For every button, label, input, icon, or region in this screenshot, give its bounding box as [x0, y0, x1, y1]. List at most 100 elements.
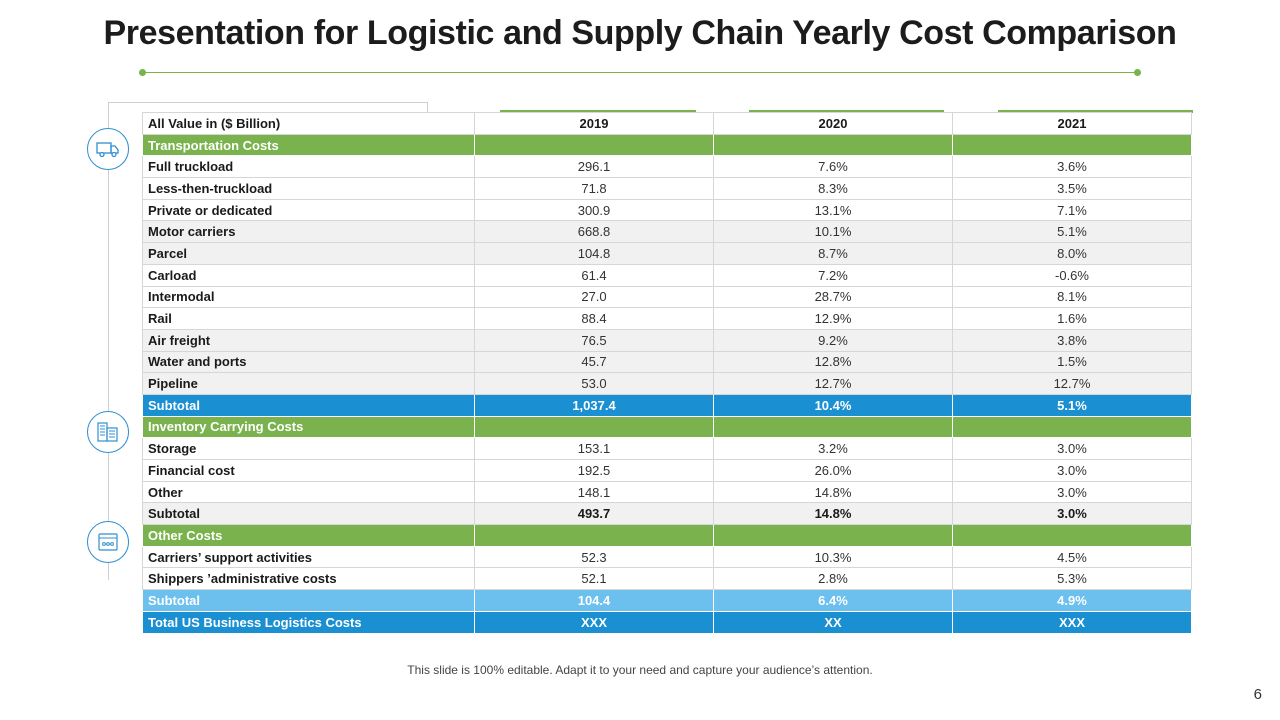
value-2021: -0.6%	[952, 263, 1192, 287]
divider-dot-left	[139, 69, 146, 76]
table-row: Shippers ’administrative costs 52.1 2.8% 5.…	[142, 567, 1192, 591]
value-2021: 8.0%	[952, 242, 1192, 265]
table-row: Carriers’ support activities 52.3 10.3% 4.5…	[142, 545, 1192, 569]
row-label: Full truckload	[142, 155, 475, 179]
value-2020: XX	[713, 610, 953, 634]
title-divider	[143, 72, 1138, 73]
header-2021: 2021	[952, 112, 1192, 135]
value-2019: 76.5	[474, 328, 714, 352]
table-row: Water and ports 45.7 12.8% 1.5%	[142, 350, 1192, 374]
value-2021: 8.1%	[952, 285, 1192, 309]
table-row: Air freight 76.5 9.2% 3.8%	[142, 328, 1192, 352]
row-label: Pipeline	[142, 372, 475, 395]
value-2021: 3.0%	[952, 480, 1192, 504]
row-label: Other	[142, 480, 475, 504]
row-label: Air freight	[142, 328, 475, 352]
value-2021: 5.1%	[952, 220, 1192, 244]
value-2020: 12.8%	[713, 350, 953, 374]
value-2021: 3.6%	[952, 155, 1192, 179]
value-2019	[474, 133, 714, 157]
table-row: Full truckload 296.1 7.6% 3.6%	[142, 155, 1192, 179]
row-label: Subtotal	[142, 393, 475, 417]
value-2020: 3.2%	[713, 437, 953, 460]
value-2019: 192.5	[474, 459, 714, 482]
value-2019: 300.9	[474, 198, 714, 222]
value-2019: 153.1	[474, 437, 714, 460]
divider-dot-right	[1134, 69, 1141, 76]
row-label: Inventory Carrying Costs	[142, 415, 475, 439]
value-2021: 5.1%	[952, 393, 1192, 417]
table-row: Transportation Costs	[142, 133, 1192, 157]
column-tab-2021	[998, 110, 1193, 113]
table-row: Pipeline 53.0 12.7% 12.7%	[142, 372, 1192, 395]
value-2021: 1.5%	[952, 350, 1192, 374]
value-2020: 2.8%	[713, 567, 953, 591]
value-2020	[713, 524, 953, 547]
value-2019: 493.7	[474, 502, 714, 526]
footer-note: This slide is 100% editable. Adapt it to…	[407, 663, 873, 677]
timeline-top-tick	[427, 102, 428, 112]
value-2020: 12.9%	[713, 307, 953, 330]
value-2019: 52.1	[474, 567, 714, 591]
value-2020: 7.6%	[713, 155, 953, 179]
value-2021: 7.1%	[952, 198, 1192, 222]
value-2019: 148.1	[474, 480, 714, 504]
value-2021: 4.5%	[952, 545, 1192, 569]
header-label: All Value in ($ Billion)	[142, 112, 475, 135]
row-label: Total US Business Logistics Costs	[142, 610, 475, 634]
row-label: Subtotal	[142, 589, 475, 612]
row-label: Private or dedicated	[142, 198, 475, 222]
value-2019: 1,037.4	[474, 393, 714, 417]
table-row: Rail 88.4 12.9% 1.6%	[142, 307, 1192, 330]
truck-icon	[87, 128, 129, 170]
row-label: Parcel	[142, 242, 475, 265]
row-label: Shippers ’administrative costs	[142, 567, 475, 591]
table-row: Less-then-truckload 71.8 8.3% 3.5%	[142, 177, 1192, 200]
value-2019	[474, 415, 714, 439]
value-2020: 10.4%	[713, 393, 953, 417]
value-2021: 3.0%	[952, 459, 1192, 482]
value-2020: 26.0%	[713, 459, 953, 482]
value-2019: XXX	[474, 610, 714, 634]
warehouse-icon	[87, 411, 129, 453]
row-label: Other Costs	[142, 524, 475, 547]
value-2019	[474, 524, 714, 547]
value-2019: 88.4	[474, 307, 714, 330]
value-2020: 10.3%	[713, 545, 953, 569]
value-2019: 61.4	[474, 263, 714, 287]
document-icon	[87, 521, 129, 563]
value-2020: 14.8%	[713, 502, 953, 526]
value-2019: 45.7	[474, 350, 714, 374]
table-row: Inventory Carrying Costs	[142, 415, 1192, 439]
table-row: Financial cost 192.5 26.0% 3.0%	[142, 459, 1192, 482]
table-row: Private or dedicated 300.9 13.1% 7.1%	[142, 198, 1192, 222]
value-2019: 104.4	[474, 589, 714, 612]
page-number: 6	[1253, 686, 1262, 703]
table-row: Subtotal 493.7 14.8% 3.0%	[142, 502, 1192, 526]
table-row: Other 148.1 14.8% 3.0%	[142, 480, 1192, 504]
table-header-row: All Value in ($ Billion) 2019 2020 2021	[142, 112, 1192, 135]
row-label: Motor carriers	[142, 220, 475, 244]
value-2020: 13.1%	[713, 198, 953, 222]
value-2019: 53.0	[474, 372, 714, 395]
value-2019: 52.3	[474, 545, 714, 569]
value-2020	[713, 415, 953, 439]
value-2020: 8.3%	[713, 177, 953, 200]
value-2019: 104.8	[474, 242, 714, 265]
column-tab-2019	[500, 110, 696, 113]
row-label: Carload	[142, 263, 475, 287]
table-row: Carload 61.4 7.2% -0.6%	[142, 263, 1192, 287]
value-2020: 6.4%	[713, 589, 953, 612]
table-row: Total US Business Logistics Costs XXX XX XX…	[142, 610, 1192, 634]
row-label: Water and ports	[142, 350, 475, 374]
row-label: Transportation Costs	[142, 133, 475, 157]
row-label: Subtotal	[142, 502, 475, 526]
row-label: Carriers’ support activities	[142, 545, 475, 569]
timeline-line	[108, 102, 109, 580]
table-row: Storage 153.1 3.2% 3.0%	[142, 437, 1192, 460]
value-2021: 1.6%	[952, 307, 1192, 330]
row-label: Financial cost	[142, 459, 475, 482]
value-2019: 27.0	[474, 285, 714, 309]
header-2020: 2020	[713, 112, 953, 135]
value-2020: 14.8%	[713, 480, 953, 504]
